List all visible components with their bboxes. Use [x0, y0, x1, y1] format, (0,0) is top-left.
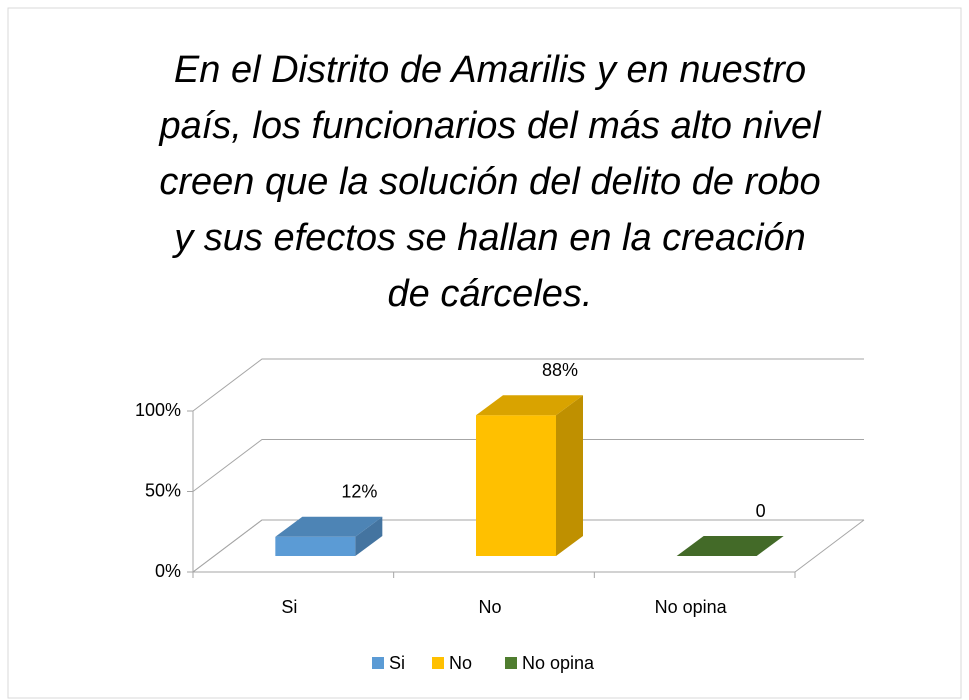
grid-line: [192, 519, 864, 573]
chart-title: y sus efectos se hallan en la creación: [171, 217, 806, 259]
bar-front: [275, 536, 356, 556]
data-label: 0: [756, 501, 766, 521]
bar-top: [476, 395, 583, 416]
chart-title: creen que la solución del delito de robo: [159, 161, 820, 203]
x-tick-label: No opina: [655, 597, 728, 617]
grid-line: [192, 358, 864, 412]
legend-label: No opina: [522, 653, 595, 673]
legend-swatch: [505, 657, 517, 669]
bar-side: [355, 516, 383, 556]
y-tick-label: 50%: [145, 480, 181, 500]
grid-line: [192, 439, 864, 492]
floor-right: [794, 519, 865, 573]
chart-title: país, los funcionarios del más alto nive…: [158, 105, 822, 147]
bar-side: [556, 395, 583, 556]
y-tick-label: 0%: [155, 561, 181, 581]
legend-label: Si: [389, 653, 405, 673]
chart-title: En el Distrito de Amarilis y en nuestro: [174, 49, 806, 91]
legend-label: No: [449, 653, 472, 673]
data-label: 88%: [542, 360, 578, 380]
bar-front: [476, 415, 556, 556]
y-tick-label: 100%: [135, 400, 181, 420]
bar-top: [676, 536, 784, 556]
legend-swatch: [432, 657, 444, 669]
bar-top: [275, 516, 383, 537]
x-tick-label: No: [478, 597, 501, 617]
chart-title: de cárceles.: [388, 273, 593, 315]
chart-border: [7, 7, 962, 699]
x-tick-label: Si: [281, 597, 297, 617]
legend-swatch: [372, 657, 384, 669]
data-label: 12%: [341, 482, 377, 502]
